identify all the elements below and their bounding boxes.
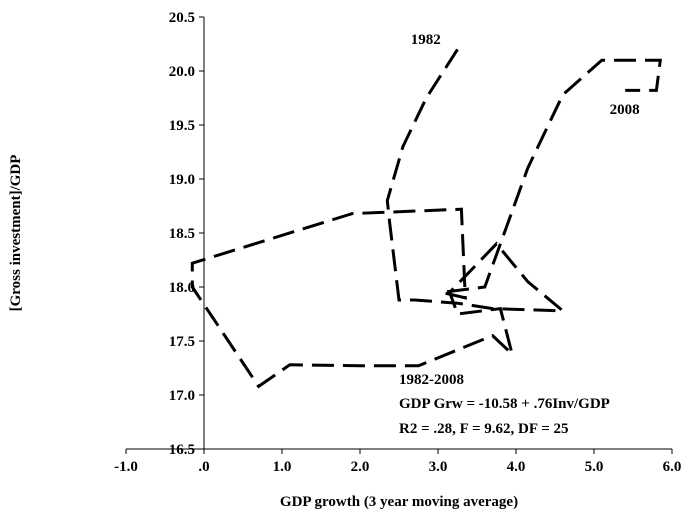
y-tick-label: 18.0 xyxy=(169,280,195,296)
x-tick-label: 4.0 xyxy=(507,459,526,475)
x-tick-label: 1.0 xyxy=(273,459,292,475)
y-tick-label: 17.0 xyxy=(169,388,195,404)
series-layer xyxy=(190,48,663,389)
x-tick-label: -1.0 xyxy=(114,459,138,475)
y-tick-label: 17.5 xyxy=(169,334,195,350)
annotation-layer: 1982 2008 1982-2008 GDP Grw = -10.58 + .76I… xyxy=(399,32,640,437)
annotation-label: 2008 xyxy=(610,102,640,118)
annotation-label: R2 = .28, F = 9.62, DF = 25 xyxy=(399,421,569,437)
annotation-label: GDP Grw = -10.58 + .76Inv/GDP xyxy=(399,396,610,412)
y-tick-label: 20.0 xyxy=(169,64,195,80)
x-axis-title: GDP growth (3 year moving average) xyxy=(280,494,518,510)
x-tick-label: 3.0 xyxy=(429,459,448,475)
annotation-label: 1982 xyxy=(411,32,441,48)
y-tick-label: 19.5 xyxy=(169,118,195,134)
x-tick-label: 5.0 xyxy=(585,459,604,475)
x-tick-label: 2.0 xyxy=(351,459,370,475)
series-line xyxy=(190,48,663,389)
x-tick-label: .0 xyxy=(198,459,209,475)
annotation-label: 1982-2008 xyxy=(399,372,464,388)
y-axis-title: [Gross investment]/GDP xyxy=(8,155,24,312)
x-tick-label: 6.0 xyxy=(663,459,682,475)
y-tick-label: 19.0 xyxy=(169,172,195,188)
y-tick-label: 16.5 xyxy=(169,442,195,458)
y-tick-label: 20.5 xyxy=(169,10,195,26)
y-ticks: 16.5 17.0 17.5 18.0 18.5 19.0 19.5 20.0 20.5 xyxy=(169,10,204,458)
x-ticks: -1.0 .0 1.0 2.0 3.0 4.0 5.0 6.0 xyxy=(114,449,681,475)
y-tick-label: 18.5 xyxy=(169,226,195,242)
